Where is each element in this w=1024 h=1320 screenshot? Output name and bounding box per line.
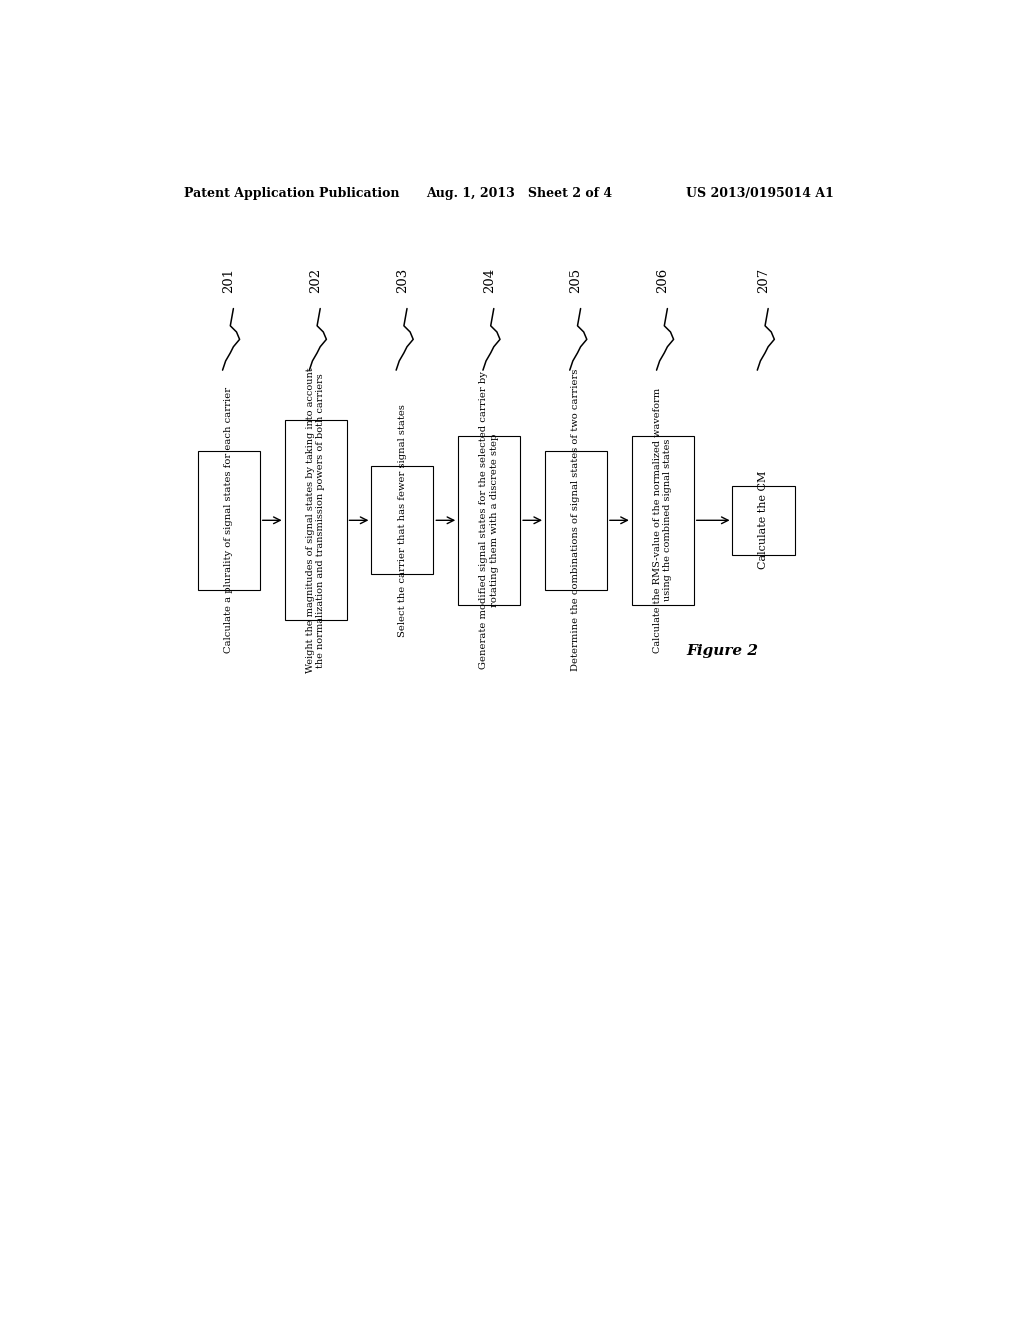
Text: Determine the combinations of signal states of two carriers: Determine the combinations of signal sta… — [571, 370, 581, 672]
Bar — [545, 451, 607, 590]
Text: Calculate the RMS-value of the normalized waveform
using the combined signal sta: Calculate the RMS-value of the normalize… — [653, 388, 673, 653]
Text: 202: 202 — [309, 268, 323, 293]
Bar — [632, 436, 693, 605]
Bar — [732, 486, 795, 554]
Text: Select the carrier that has fewer signal states: Select the carrier that has fewer signal… — [398, 404, 407, 636]
Text: Patent Application Publication: Patent Application Publication — [183, 186, 399, 199]
Text: Figure 2: Figure 2 — [686, 644, 758, 659]
Text: 206: 206 — [656, 268, 670, 293]
Text: Weight the magnitudes of signal states by taking into account
the normalization : Weight the magnitudes of signal states b… — [306, 367, 326, 673]
Text: 204: 204 — [482, 268, 496, 293]
Text: Calculate a plurality of signal states for each carrier: Calculate a plurality of signal states f… — [224, 387, 233, 653]
Text: Aug. 1, 2013   Sheet 2 of 4: Aug. 1, 2013 Sheet 2 of 4 — [426, 186, 612, 199]
Bar — [372, 466, 433, 574]
Bar — [198, 451, 260, 590]
Text: 203: 203 — [396, 268, 409, 293]
Text: Calculate the CM: Calculate the CM — [759, 471, 768, 569]
Text: US 2013/0195014 A1: US 2013/0195014 A1 — [686, 186, 834, 199]
Text: 205: 205 — [569, 268, 583, 293]
Text: 201: 201 — [222, 268, 236, 293]
Bar — [285, 420, 346, 620]
Text: 207: 207 — [757, 268, 770, 293]
Bar — [458, 436, 520, 605]
Text: Generate modified signal states for the selected carrier by
rotating them with a: Generate modified signal states for the … — [479, 371, 499, 669]
